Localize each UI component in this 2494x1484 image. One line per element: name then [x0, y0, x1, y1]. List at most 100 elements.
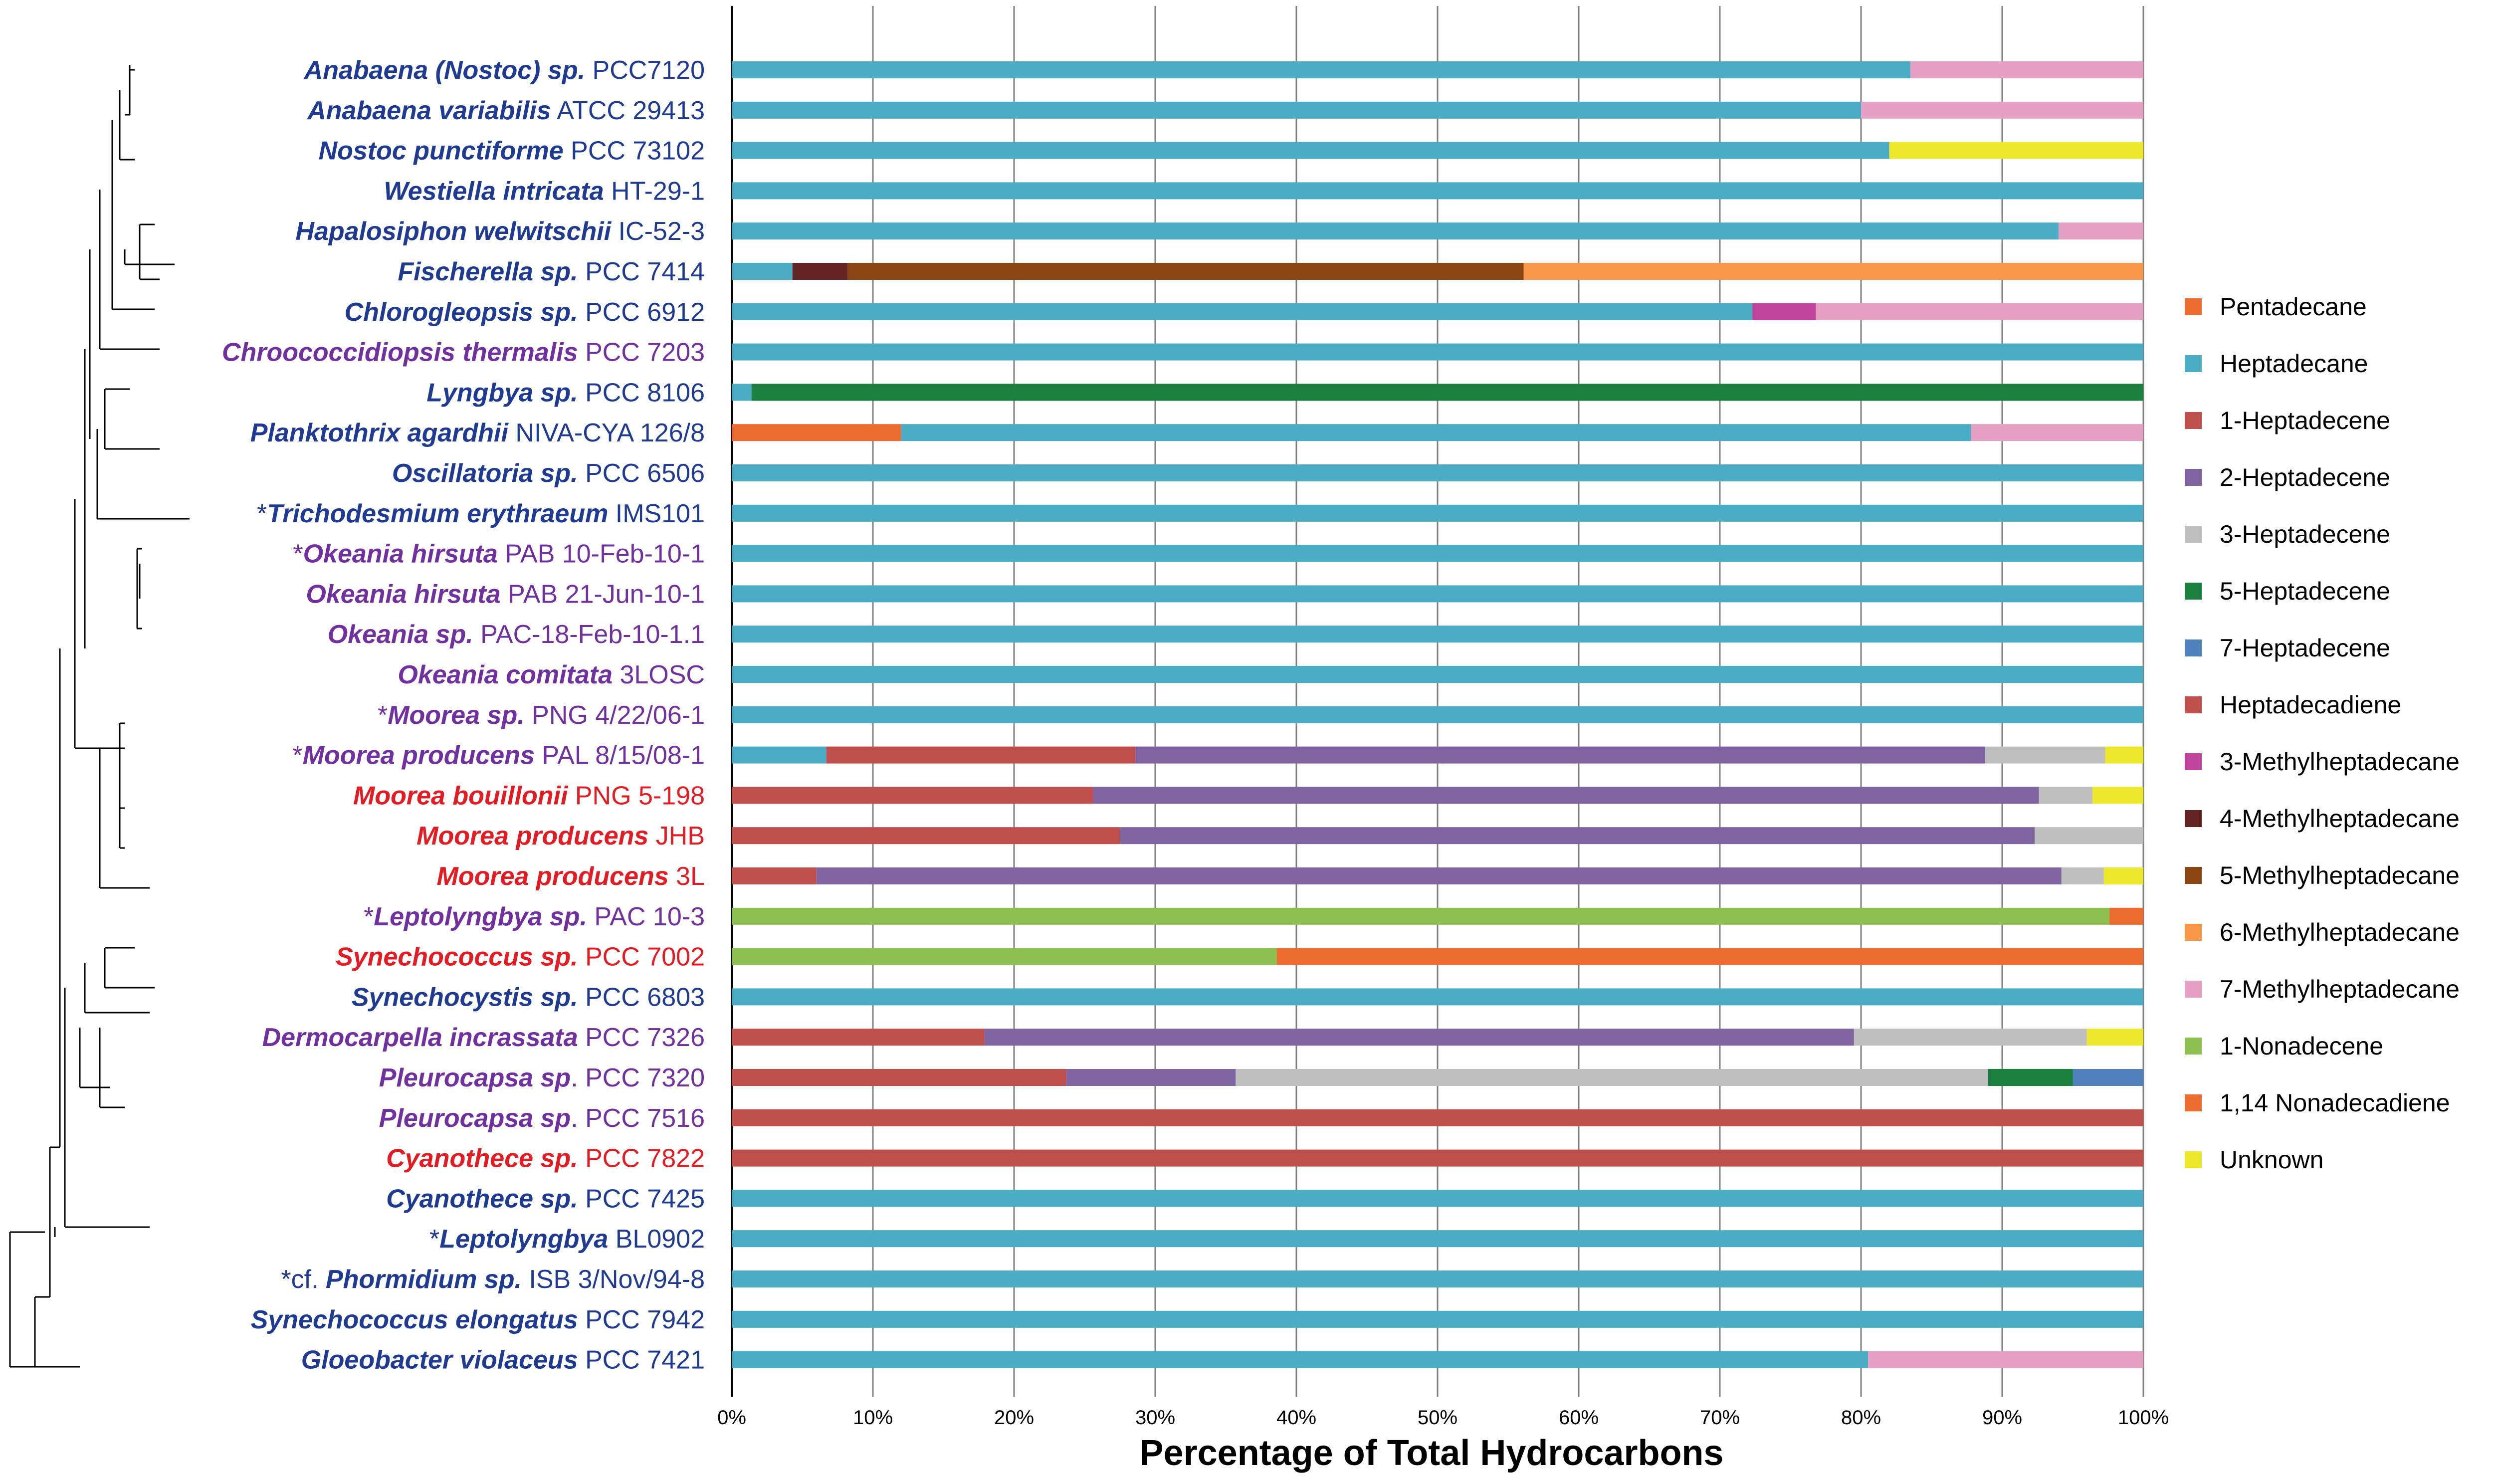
legend-swatch	[2185, 526, 2202, 543]
legend-swatch	[2185, 298, 2202, 315]
bar-segment	[732, 1310, 2143, 1328]
legend-label: 7-Heptadecene	[2220, 634, 2390, 662]
bar-segment	[732, 1271, 2143, 1287]
category-label: *Moorea producens PAL 8/15/08-1	[292, 741, 705, 770]
category-label: Pleurocapsa sp. PCC 7320	[379, 1063, 705, 1092]
x-tick-label: 60%	[1559, 1407, 1599, 1429]
category-label: Moorea producens JHB	[416, 822, 705, 850]
x-tick-label: 70%	[1700, 1407, 1740, 1429]
category-label: *Leptolyngbya BL0902	[429, 1225, 705, 1254]
bar-segment	[1854, 1029, 2087, 1046]
bar-segment	[732, 142, 1889, 159]
legend-label: Unknown	[2220, 1146, 2323, 1174]
category-label: Fischerella sp. PCC 7414	[398, 257, 705, 286]
category-label: Okeania hirsuta PAB 21-Jun-10-1	[306, 580, 705, 609]
legend-label: 3-Heptadecene	[2220, 520, 2390, 548]
category-label: Oscillatoria sp. PCC 6506	[392, 459, 705, 488]
bar-segment	[732, 585, 2143, 603]
legend-swatch	[2185, 924, 2202, 941]
bar-segment	[1066, 1069, 1236, 1086]
phylogenetic-tree	[9, 65, 190, 1368]
x-tick-label: 100%	[2118, 1407, 2169, 1429]
bar-segment	[1236, 1069, 1988, 1086]
bar-segment	[732, 1230, 2143, 1248]
category-label: Synechocystis sp. PCC 6803	[352, 983, 705, 1012]
bar-segment	[732, 1109, 2143, 1126]
bar-segment	[1276, 948, 2143, 965]
bar-segment	[2103, 867, 2143, 884]
category-label: Anabaena variabilis ATCC 29413	[306, 96, 705, 125]
bar-segment	[1889, 142, 2143, 159]
legend: Pentadecane Heptadecane 1-Heptadecene 2-Hep…	[2185, 293, 2460, 1174]
category-label: *Leptolyngbya sp. PAC 10-3	[364, 902, 705, 931]
legend-swatch	[2185, 981, 2202, 998]
x-axis-ticks: 0% 10% 20% 30% 40% 50% 60% 70% 80% 90% 100%	[717, 1407, 2169, 1429]
bar-segment	[732, 545, 2143, 562]
category-label: Moorea producens 3L	[437, 862, 705, 891]
category-label: Hapalosiphon welwitschii IC-52-3	[295, 217, 705, 246]
x-tick-label: 40%	[1276, 1407, 1316, 1429]
category-label: Nostoc punctiforme PCC 73102	[319, 137, 705, 166]
category-label: Synechococcus elongatus PCC 7942	[251, 1305, 705, 1334]
category-label: Pleurocapsa sp. PCC 7516	[379, 1104, 705, 1133]
category-label: Lyngbya sp. PCC 8106	[426, 378, 705, 407]
legend-label: 5-Methylheptadecane	[2220, 861, 2460, 889]
bar-segment	[1861, 101, 2143, 119]
legend-label: 1,14 Nonadecadiene	[2220, 1089, 2450, 1117]
legend-label: 2-Heptadecene	[2220, 463, 2390, 491]
category-label: Dermocarpella incrassata PCC 7326	[262, 1023, 705, 1052]
legend-swatch	[2185, 810, 2202, 827]
bar-segment	[2039, 787, 2093, 804]
bar-segment	[792, 263, 848, 280]
bar-segment	[732, 222, 2059, 240]
bar-segment	[2105, 746, 2143, 764]
bar-segment	[2061, 867, 2104, 884]
legend-label: 4-Methylheptadecane	[2220, 805, 2460, 833]
bar-segment	[1985, 746, 2105, 764]
category-label: Chroococcidiopsis thermalis PCC 7203	[222, 338, 705, 367]
legend-label: Heptadecane	[2220, 350, 2368, 378]
bar-segment	[732, 101, 1861, 119]
bar-segment	[2035, 827, 2143, 845]
category-label: Gloeobacter violaceus PCC 7421	[301, 1346, 705, 1375]
bar-segment	[732, 464, 2143, 481]
bars	[732, 61, 2143, 1368]
bar-segment	[732, 948, 1277, 965]
category-label: Anabaena (Nostoc) sp. PCC7120	[303, 56, 705, 85]
bar-segment	[732, 666, 2143, 683]
legend-label: 6-Methylheptadecane	[2220, 918, 2460, 946]
bar-segment	[751, 384, 2143, 401]
bar-segment	[826, 746, 1136, 764]
bar-segment	[1093, 787, 2039, 804]
bar-segment	[732, 263, 793, 280]
legend-swatch	[2185, 1094, 2202, 1111]
legend-swatch	[2185, 583, 2202, 600]
bar-segment	[1971, 424, 2143, 441]
x-tick-label: 30%	[1135, 1407, 1175, 1429]
bar-segment	[732, 182, 2143, 200]
legend-label: Heptadecadiene	[2220, 691, 2401, 719]
bar-segment	[732, 907, 2110, 925]
category-label: *Trichodesmium erythraeum IMS101	[257, 499, 705, 528]
bar-segment	[732, 424, 901, 441]
bar-segment	[984, 1029, 1854, 1046]
category-label: *Okeania hirsuta PAB 10-Feb-10-1	[293, 540, 705, 569]
category-labels: Anabaena (Nostoc) sp. PCC7120 Anabaena va…	[222, 56, 705, 1375]
legend-label: 7-Methylheptadecane	[2220, 975, 2460, 1003]
bar-segment	[816, 867, 2062, 884]
legend-swatch	[2185, 639, 2202, 656]
bar-segment	[1988, 1069, 2073, 1086]
legend-swatch	[2185, 469, 2202, 486]
legend-swatch	[2185, 696, 2202, 713]
bar-segment	[732, 706, 2143, 723]
bar-segment	[732, 384, 752, 401]
legend-label: 1-Heptadecene	[2220, 407, 2390, 434]
legend-label: Pentadecane	[2220, 293, 2367, 321]
legend-label: 3-Methylheptadecane	[2220, 748, 2460, 776]
x-tick-label: 80%	[1841, 1407, 1881, 1429]
category-label: Westiella intricata HT-29-1	[384, 177, 705, 206]
bar-segment	[732, 1149, 2143, 1167]
bar-segment	[732, 1351, 1869, 1368]
legend-swatch	[2185, 753, 2202, 770]
